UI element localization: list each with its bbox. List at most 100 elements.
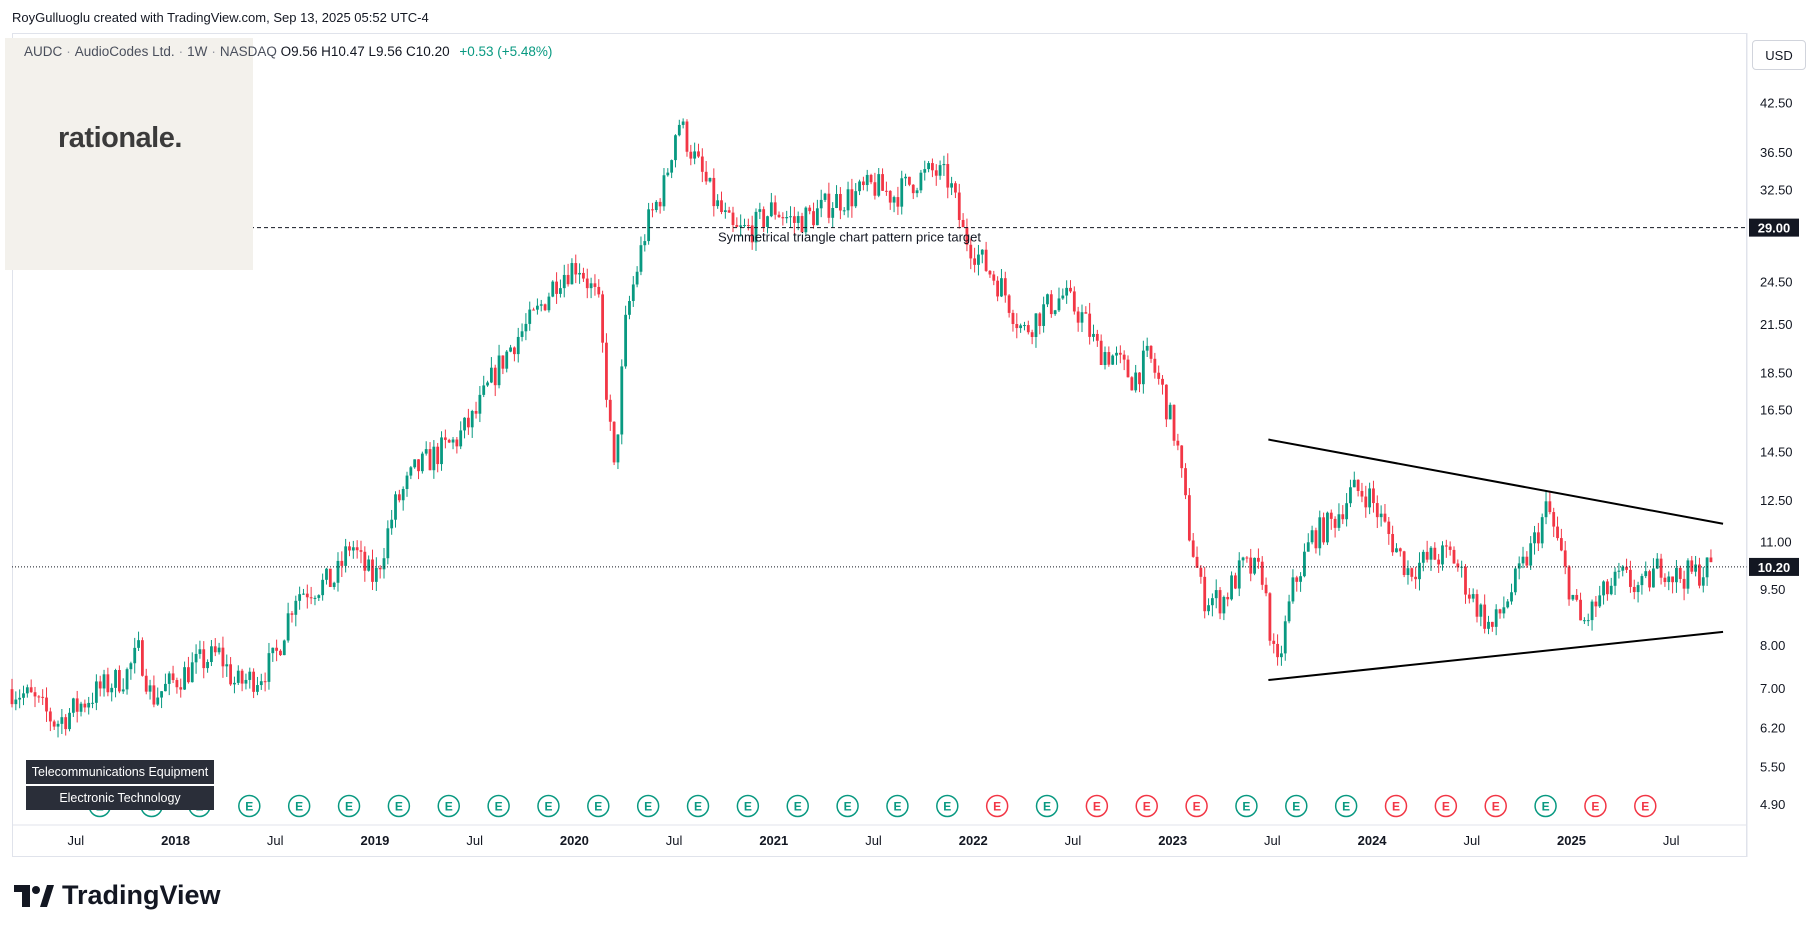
price-tick-label: 5.50 bbox=[1760, 759, 1785, 774]
candle-body bbox=[98, 681, 102, 689]
candle-body bbox=[1322, 517, 1326, 543]
candle-body bbox=[812, 211, 815, 226]
earnings-marker-label: E bbox=[345, 800, 353, 814]
candle-body bbox=[363, 551, 367, 571]
candle-body bbox=[1210, 598, 1214, 606]
earnings-marker[interactable]: E bbox=[1235, 794, 1258, 818]
earnings-marker[interactable]: E bbox=[1584, 794, 1607, 818]
earnings-marker[interactable]: E bbox=[1484, 794, 1507, 818]
candle-body bbox=[114, 670, 117, 688]
candle-body bbox=[969, 244, 973, 259]
triangle-trendline[interactable] bbox=[1268, 630, 1724, 682]
earnings-marker-label: E bbox=[943, 800, 951, 814]
candle-body bbox=[455, 439, 459, 447]
candle-body bbox=[1349, 487, 1352, 504]
earnings-marker[interactable]: E bbox=[985, 794, 1009, 818]
candle-body bbox=[1383, 513, 1387, 522]
price-tick-label: 7.00 bbox=[1760, 681, 1785, 696]
candle-body bbox=[1003, 278, 1007, 296]
earnings-marker[interactable]: E bbox=[1434, 794, 1458, 818]
earnings-marker[interactable]: E bbox=[537, 794, 560, 818]
earnings-marker[interactable]: E bbox=[936, 794, 959, 818]
candle-body bbox=[804, 207, 808, 233]
earnings-marker[interactable]: E bbox=[1135, 794, 1158, 818]
candle-body bbox=[1023, 325, 1026, 327]
earnings-marker[interactable]: E bbox=[287, 794, 311, 818]
earnings-marker-ring bbox=[1035, 794, 1059, 818]
candle-body bbox=[1552, 512, 1556, 527]
candle-body bbox=[1456, 563, 1460, 568]
candle-body bbox=[436, 446, 440, 465]
candle-body bbox=[996, 280, 1000, 297]
time-tick-label: 2025 bbox=[1557, 833, 1586, 848]
candle-body bbox=[938, 165, 942, 176]
candle-body bbox=[413, 459, 417, 468]
earnings-marker[interactable]: E bbox=[387, 794, 411, 818]
earnings-marker[interactable]: E bbox=[1185, 794, 1208, 818]
earnings-marker[interactable]: E bbox=[836, 794, 859, 818]
earnings-marker[interactable]: E bbox=[587, 794, 610, 818]
time-tick-label: 2018 bbox=[161, 833, 190, 848]
candle-body bbox=[1329, 512, 1333, 519]
candle-body bbox=[846, 189, 850, 211]
candle-body bbox=[1467, 594, 1471, 599]
earnings-marker[interactable]: E bbox=[337, 794, 361, 818]
earnings-marker[interactable]: E bbox=[686, 794, 710, 818]
candle-body bbox=[290, 613, 294, 615]
candle-body bbox=[961, 219, 965, 228]
earnings-marker[interactable]: E bbox=[1534, 794, 1557, 818]
candle-body bbox=[1030, 332, 1034, 337]
candle-body bbox=[71, 698, 75, 713]
candle-body bbox=[923, 169, 927, 173]
earnings-marker-ring bbox=[387, 794, 411, 818]
candle-body bbox=[489, 367, 493, 383]
candle-body bbox=[91, 702, 94, 704]
earnings-marker[interactable]: E bbox=[636, 794, 660, 818]
earnings-marker[interactable]: E bbox=[786, 794, 809, 818]
candle-body bbox=[574, 263, 578, 275]
candle-body bbox=[164, 683, 167, 692]
earnings-marker[interactable]: E bbox=[1085, 794, 1109, 818]
earnings-marker[interactable]: E bbox=[1035, 794, 1059, 818]
candle-body bbox=[470, 410, 474, 428]
earnings-marker[interactable]: E bbox=[736, 794, 760, 818]
candle-body bbox=[1072, 291, 1076, 312]
earnings-marker[interactable]: E bbox=[1285, 794, 1308, 818]
candle-body bbox=[950, 183, 953, 188]
earnings-marker[interactable]: E bbox=[437, 794, 460, 818]
candle-body bbox=[83, 703, 87, 708]
candle-body bbox=[819, 199, 823, 209]
sector-tag-industry[interactable]: Telecommunications Equipment bbox=[26, 760, 214, 784]
sector-tag-sector[interactable]: Electronic Technology bbox=[26, 786, 214, 810]
candle-body bbox=[60, 717, 64, 724]
earnings-marker[interactable]: E bbox=[1634, 794, 1657, 818]
candle-body bbox=[662, 175, 666, 207]
earnings-marker-label: E bbox=[1093, 800, 1101, 814]
earnings-marker[interactable]: E bbox=[238, 794, 261, 818]
target-price-axis-badge bbox=[1749, 218, 1799, 237]
earnings-marker-label: E bbox=[594, 800, 602, 814]
symbol-legend[interactable]: AUDC · AudioCodes Ltd. · 1W · NASDAQ O9.56 H10… bbox=[24, 44, 553, 59]
candle-body bbox=[87, 702, 91, 708]
candle-body bbox=[647, 209, 651, 242]
earnings-marker[interactable]: E bbox=[1334, 794, 1358, 818]
earnings-marker[interactable]: E bbox=[487, 794, 510, 818]
candle-body bbox=[1421, 551, 1425, 563]
earnings-marker-label: E bbox=[1442, 800, 1450, 814]
triangle-trendline[interactable] bbox=[1268, 438, 1724, 525]
candle-body bbox=[1233, 575, 1237, 589]
earnings-marker-label: E bbox=[893, 800, 901, 814]
candle-body bbox=[1184, 468, 1187, 496]
earnings-marker-label: E bbox=[1591, 800, 1599, 814]
candle-body bbox=[75, 698, 79, 712]
earnings-marker[interactable]: E bbox=[886, 794, 909, 818]
candle-body bbox=[432, 446, 436, 471]
currency-button[interactable]: USD bbox=[1752, 40, 1806, 70]
candle-body bbox=[1180, 445, 1184, 469]
candle-body bbox=[1138, 372, 1141, 385]
time-tick-label: Jul bbox=[666, 833, 683, 848]
candle-body bbox=[1609, 585, 1613, 595]
earnings-marker[interactable]: E bbox=[1384, 794, 1408, 818]
candle-body bbox=[1621, 566, 1625, 571]
